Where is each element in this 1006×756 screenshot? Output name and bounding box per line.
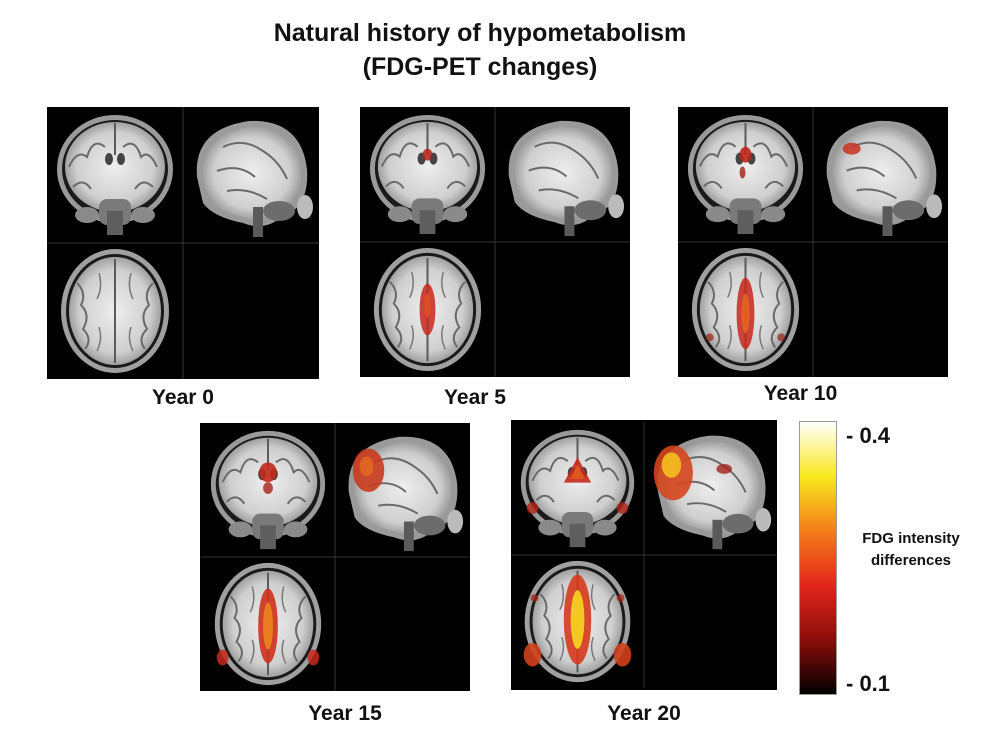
figure-title-line-1: Natural history of hypometabolism (273, 19, 687, 47)
brain-panel-year-15 (200, 423, 470, 691)
panel-label-year-20: Year 20 (607, 702, 681, 725)
colorbar-max-label: - 0.4 (846, 423, 891, 448)
brain-panel-year-0 (47, 107, 319, 379)
brain-panel-year-5 (360, 107, 630, 377)
panel-label-year-10: Year 10 (763, 382, 838, 405)
figure-title-line-2: (FDG-PET changes) (362, 53, 598, 81)
colorbar-title-line-1: FDG intensity (862, 530, 960, 547)
panel-label-year-5: Year 5 (444, 386, 506, 409)
brain-panel-year-20 (511, 420, 777, 690)
colorbar (799, 421, 837, 695)
colorbar-min-label: - 0.1 (846, 671, 891, 696)
panel-label-year-0: Year 0 (152, 386, 214, 409)
colorbar-title: FDG intensity differences (846, 528, 976, 572)
colorbar-title-line-2: differences (870, 552, 952, 569)
panel-label-year-15: Year 15 (308, 702, 382, 725)
brain-panel-year-10 (678, 107, 948, 377)
